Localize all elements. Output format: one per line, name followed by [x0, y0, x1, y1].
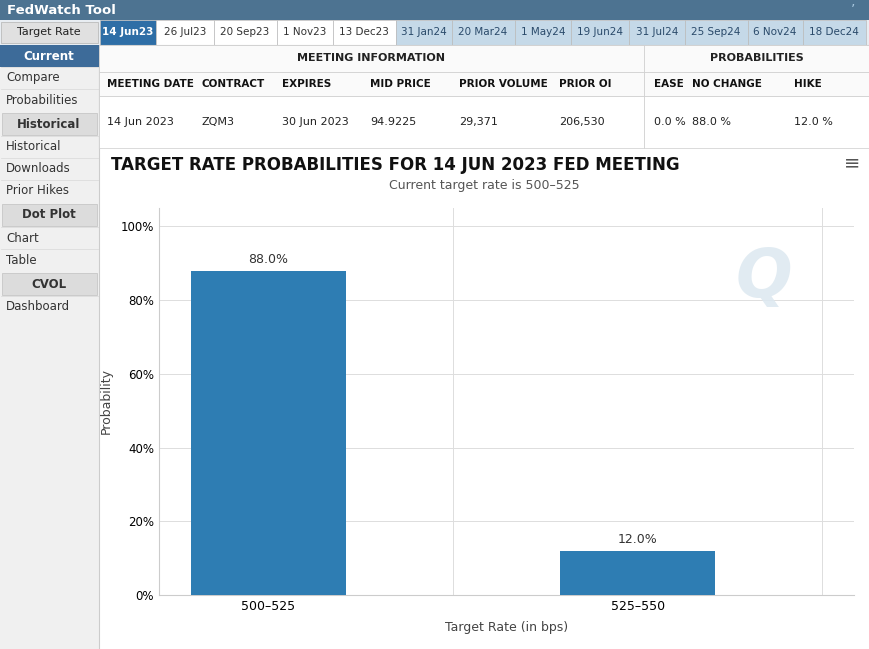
Bar	[99, 96, 643, 148]
Bar	[99, 45, 869, 148]
Text: Current: Current	[23, 49, 74, 62]
X-axis label: Target Rate (in bps): Target Rate (in bps)	[444, 621, 567, 634]
Bar	[643, 96, 869, 148]
Text: Probabilities: Probabilities	[6, 93, 78, 106]
Text: 20 Sep23: 20 Sep23	[220, 27, 269, 37]
Bar	[802, 20, 865, 45]
Bar	[276, 20, 333, 45]
Text: 12.0 %: 12.0 %	[793, 117, 832, 127]
Text: Compare: Compare	[6, 71, 60, 84]
Text: MEETING INFORMATION: MEETING INFORMATION	[296, 53, 444, 63]
Bar	[2, 273, 96, 295]
Text: 25 Sep24: 25 Sep24	[691, 27, 740, 37]
Text: 14 Jun 2023: 14 Jun 2023	[107, 117, 174, 127]
Bar	[99, 72, 643, 96]
Bar	[643, 72, 869, 96]
Text: Historical: Historical	[17, 117, 81, 130]
Bar	[99, 148, 869, 198]
Bar	[628, 20, 684, 45]
Text: 6 Nov24: 6 Nov24	[753, 27, 796, 37]
Text: 30 Jun 2023: 30 Jun 2023	[282, 117, 348, 127]
Bar	[0, 0, 869, 20]
Text: Downloads: Downloads	[6, 162, 70, 175]
Text: ’: ’	[850, 3, 854, 17]
Text: PROBABILITIES: PROBABILITIES	[709, 53, 803, 63]
Text: Q: Q	[734, 245, 791, 311]
Text: 31 Jan24: 31 Jan24	[401, 27, 447, 37]
Text: 20 Mar24: 20 Mar24	[458, 27, 507, 37]
Text: PRIOR VOLUME: PRIOR VOLUME	[459, 79, 547, 89]
Text: 0.0 %: 0.0 %	[653, 117, 685, 127]
Text: FedWatch Tool: FedWatch Tool	[7, 3, 116, 16]
Bar	[99, 45, 869, 649]
Text: 13 Dec23: 13 Dec23	[339, 27, 388, 37]
Text: 1 Nov23: 1 Nov23	[283, 27, 327, 37]
Text: 14 Jun23: 14 Jun23	[103, 27, 154, 37]
Text: 206,530: 206,530	[559, 117, 604, 127]
Bar	[156, 20, 214, 45]
Bar	[514, 20, 570, 45]
Text: Table: Table	[6, 254, 36, 267]
Text: 88.0 %: 88.0 %	[691, 117, 730, 127]
Text: 12.0%: 12.0%	[617, 533, 657, 546]
Bar	[0, 20, 869, 45]
Text: CVOL: CVOL	[31, 278, 67, 291]
Text: Current target rate is 500–525: Current target rate is 500–525	[388, 178, 579, 191]
Bar	[99, 45, 643, 72]
Bar	[214, 20, 276, 45]
Text: 19 Jun24: 19 Jun24	[576, 27, 622, 37]
Text: NO CHANGE: NO CHANGE	[691, 79, 761, 89]
Bar	[2, 204, 96, 226]
Y-axis label: Probability: Probability	[99, 369, 112, 434]
Text: 18 Dec24: 18 Dec24	[808, 27, 858, 37]
Bar	[190, 271, 345, 595]
Text: 1 May24: 1 May24	[521, 27, 565, 37]
Bar	[560, 551, 714, 595]
Text: PRIOR OI: PRIOR OI	[559, 79, 611, 89]
Bar	[570, 20, 628, 45]
Bar	[0, 45, 99, 649]
Text: ZQM3: ZQM3	[202, 117, 235, 127]
Text: ≡: ≡	[843, 154, 859, 173]
Bar	[100, 20, 156, 45]
Text: HIKE: HIKE	[793, 79, 821, 89]
Text: 31 Jul24: 31 Jul24	[635, 27, 678, 37]
Bar	[395, 20, 452, 45]
Text: TARGET RATE PROBABILITIES FOR 14 JUN 2023 FED MEETING: TARGET RATE PROBABILITIES FOR 14 JUN 202…	[111, 156, 679, 174]
Text: Dashboard: Dashboard	[6, 300, 70, 313]
Text: 26 Jul23: 26 Jul23	[163, 27, 206, 37]
Bar	[684, 20, 747, 45]
Bar	[333, 20, 395, 45]
Text: Historical: Historical	[6, 140, 62, 154]
Bar	[747, 20, 802, 45]
Text: 94.9225: 94.9225	[369, 117, 415, 127]
Text: MID PRICE: MID PRICE	[369, 79, 430, 89]
Text: 29,371: 29,371	[459, 117, 497, 127]
Text: CONTRACT: CONTRACT	[202, 79, 265, 89]
Text: Target Rate: Target Rate	[17, 27, 81, 37]
Bar	[643, 45, 869, 72]
Text: Prior Hikes: Prior Hikes	[6, 184, 69, 197]
Text: Dot Plot: Dot Plot	[22, 208, 76, 221]
Bar	[452, 20, 514, 45]
Text: MEETING DATE: MEETING DATE	[107, 79, 194, 89]
Text: 88.0%: 88.0%	[248, 253, 288, 266]
Text: EASE: EASE	[653, 79, 683, 89]
Bar	[2, 113, 96, 135]
Text: EXPIRES: EXPIRES	[282, 79, 331, 89]
Bar	[0, 45, 99, 67]
Bar	[1, 22, 98, 43]
Text: Chart: Chart	[6, 232, 39, 245]
